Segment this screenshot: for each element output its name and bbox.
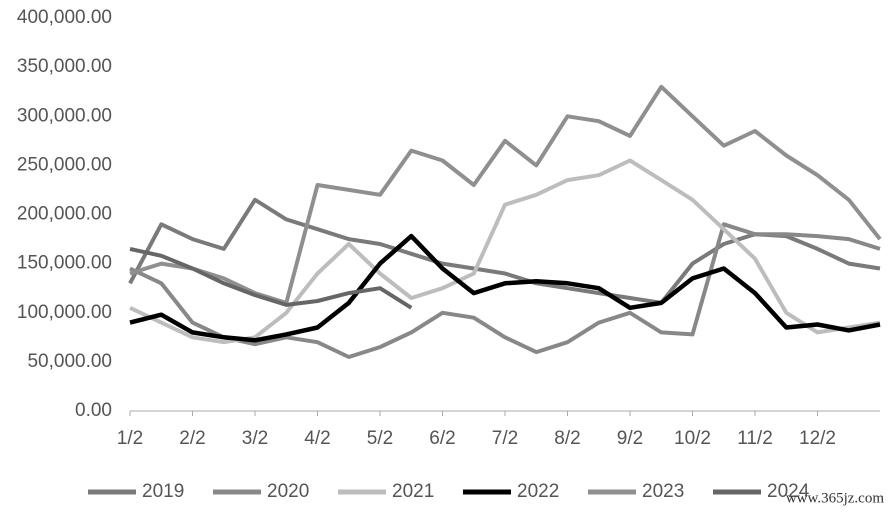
series-line (129, 158, 881, 345)
y-tick-label: 0.00 (75, 400, 112, 421)
x-tick-label: 10/2 (674, 428, 711, 449)
series-line (129, 246, 413, 310)
y-tick-label: 250,000.00 (17, 154, 112, 175)
legend-label: 2020 (267, 481, 309, 502)
watermark: www.365jz.com (786, 490, 885, 506)
x-tick-label: 2/2 (179, 428, 205, 449)
x-tick-label: 4/2 (304, 428, 330, 449)
y-tick-label: 400,000.00 (17, 7, 112, 28)
x-tick-label: 9/2 (617, 428, 643, 449)
legend-label: 2021 (392, 481, 434, 502)
legend-label: 2022 (517, 481, 559, 502)
x-tick-label: 8/2 (554, 428, 580, 449)
x-tick-label: 3/2 (242, 428, 268, 449)
series-line (129, 84, 882, 305)
y-tick-label: 150,000.00 (17, 253, 112, 274)
y-tick-label: 100,000.00 (17, 302, 112, 323)
legend-label: 2024 (767, 481, 810, 502)
legend-label: 2019 (142, 481, 184, 502)
series-line (129, 222, 881, 359)
y-tick-label: 200,000.00 (17, 204, 112, 225)
y-tick-label: 350,000.00 (17, 56, 112, 77)
x-tick-label: 6/2 (429, 428, 455, 449)
y-tick-label: 50,000.00 (27, 351, 112, 372)
x-tick-label: 11/2 (737, 428, 773, 449)
x-tick-label: 7/2 (492, 428, 518, 449)
legend-label: 2023 (642, 481, 684, 502)
series-line (129, 233, 881, 343)
x-tick-label: 5/2 (367, 428, 393, 449)
x-tick-label: 12/2 (799, 428, 836, 449)
x-tick-label: 1/2 (117, 428, 143, 449)
y-tick-label: 300,000.00 (17, 105, 112, 126)
